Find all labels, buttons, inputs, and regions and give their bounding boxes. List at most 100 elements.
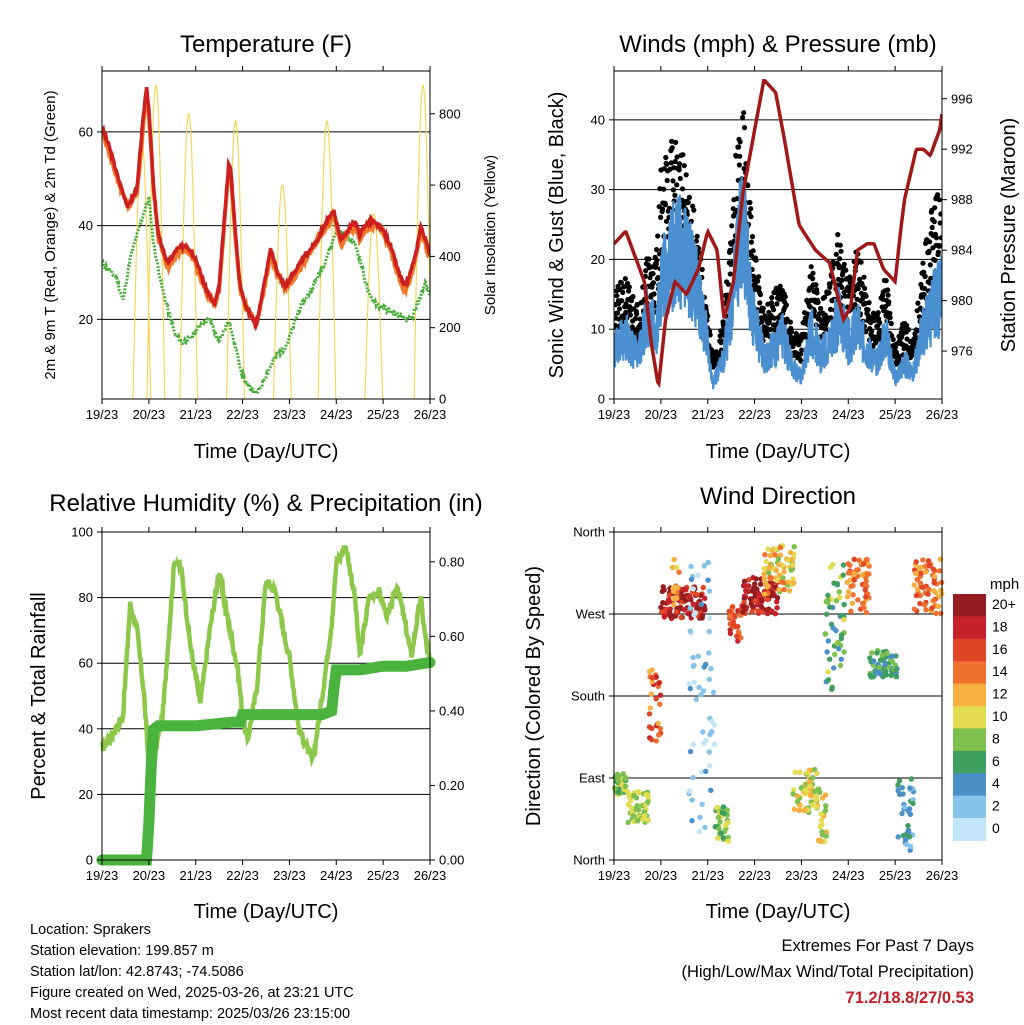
gust-point [768, 326, 774, 333]
x-tick-label: 20/23 [133, 868, 166, 883]
direction-point [902, 836, 909, 842]
direction-point [645, 799, 651, 805]
legend-swatch [953, 795, 986, 819]
direction-point [918, 570, 924, 576]
direction-point [837, 662, 844, 669]
gust-point [651, 291, 657, 297]
gust-point [650, 271, 656, 277]
gust-point [669, 145, 675, 151]
gust-point [685, 199, 691, 205]
direction-point [814, 804, 820, 810]
gust-point [757, 291, 764, 298]
x-tick-label: 25/23 [879, 868, 912, 883]
direction-point [756, 591, 762, 597]
legend-swatch [953, 728, 986, 752]
direction-point [726, 608, 732, 615]
gust-point [643, 268, 649, 274]
direction-point [810, 775, 816, 781]
recent-timestamp: Most recent data timestamp: 2025/03/26 2… [30, 1006, 351, 1022]
gust-point [759, 319, 765, 325]
direction-point [848, 583, 854, 590]
gust-point [899, 331, 905, 338]
gust-point [707, 332, 713, 338]
gust-point [863, 329, 869, 335]
direction-point [686, 593, 693, 600]
direction-point [889, 653, 896, 659]
direction-point [932, 573, 938, 580]
gust-point [857, 276, 863, 282]
humidity-ylabel: Percent & Total Rainfall [28, 592, 50, 800]
direction-point [823, 803, 829, 809]
direction-point [688, 576, 695, 583]
direction-point [691, 662, 697, 668]
direction-point [825, 597, 831, 603]
direction-point [837, 594, 843, 601]
gust-point [935, 249, 942, 255]
direction-point [841, 601, 847, 608]
gust-point [873, 340, 879, 346]
y2-tick-label: 600 [439, 178, 461, 193]
direction-point [725, 834, 731, 841]
gust-point [650, 280, 657, 286]
gust-point [788, 329, 795, 335]
gust-point [747, 199, 753, 206]
direction-point [636, 789, 642, 796]
direction-point [938, 610, 944, 617]
gust-point [634, 311, 640, 317]
direction-point [879, 652, 885, 658]
station-info: Location: Sprakers Station elevation: 19… [30, 920, 354, 1025]
direction-point [749, 608, 755, 615]
direction-point [764, 584, 770, 590]
x-tick-label: 26/23 [414, 868, 447, 883]
direction-point [913, 592, 919, 599]
direction-point [910, 800, 916, 807]
gust-point [890, 336, 896, 343]
gust-point [866, 300, 872, 306]
y2-tick-label: 996 [951, 91, 973, 106]
direction-point [775, 556, 782, 562]
direction-point [907, 785, 913, 791]
gust-point [626, 284, 632, 290]
winds-panel: Winds (mph) & Pressure (mb) Time (Day/UT… [546, 31, 1020, 463]
direction-point [767, 553, 774, 559]
direction-point [867, 672, 874, 678]
direction-point [661, 613, 668, 619]
direction-point [693, 696, 699, 702]
direction-point [899, 784, 905, 791]
plot-frame [101, 70, 431, 400]
gust-point [865, 307, 871, 313]
gust-point [862, 285, 868, 291]
direction-point [720, 804, 727, 810]
legend-label: 4 [992, 775, 1000, 791]
gust-point [686, 194, 693, 200]
direction-point [841, 616, 847, 623]
legend-label: 18 [992, 618, 1008, 634]
gust-point [888, 320, 894, 327]
direction-point [820, 832, 826, 838]
gust-point [673, 139, 679, 145]
legend-label: 2 [992, 798, 1000, 814]
direction-point [863, 572, 870, 578]
gust-point [748, 239, 755, 245]
direction-point [765, 570, 772, 576]
direction-point [827, 604, 833, 610]
gust-point [769, 295, 775, 301]
gust-point [737, 153, 743, 159]
direction-point [884, 650, 890, 656]
direction-point [655, 720, 661, 727]
y-tick-label: 60 [79, 656, 93, 671]
direction-point [615, 789, 621, 795]
gust-point [619, 298, 625, 304]
direction-point [681, 607, 687, 613]
direction-point [926, 586, 932, 593]
gust-point [855, 286, 861, 292]
x-tick-label: 22/23 [738, 868, 771, 883]
direction-point [695, 653, 701, 659]
gust-point [833, 251, 839, 257]
direction-point [698, 769, 705, 775]
gust-point [672, 158, 678, 165]
gust-point [777, 283, 783, 289]
station-location: Location: Sprakers [30, 922, 151, 938]
direction-point [660, 600, 666, 606]
x-tick-label: 21/23 [691, 868, 724, 883]
